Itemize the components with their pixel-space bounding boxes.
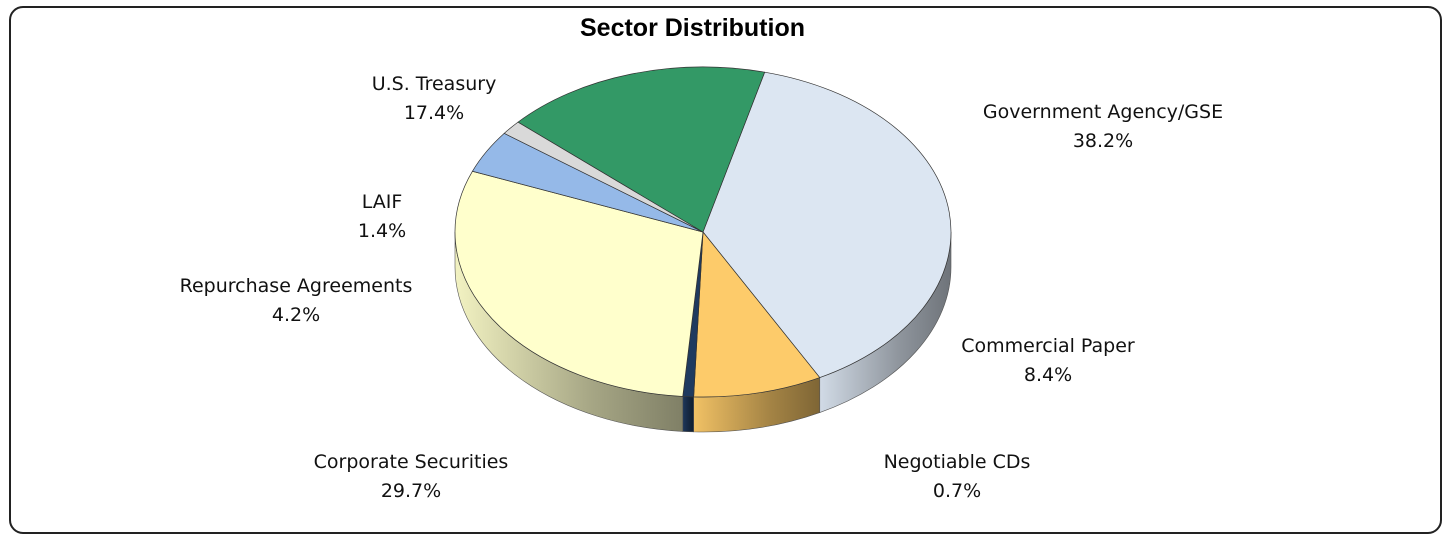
data-label-corporate-securities: Corporate Securities: [314, 451, 509, 473]
pie-slice-commercial-paper[interactable]: [693, 231, 821, 398]
data-label-negotiable-cds: Negotiable CDs: [884, 451, 1031, 473]
pie-slice-government-agency-gse[interactable]: [702, 71, 952, 378]
pie-slice-u-s-treasury[interactable]: [517, 66, 766, 233]
data-value-government-agency-gse: 38.2%: [1073, 130, 1133, 152]
data-label-u-s-treasury: U.S. Treasury: [372, 73, 497, 95]
data-value-commercial-paper: 8.4%: [1024, 364, 1072, 386]
data-label-government-agency-gse: Government Agency/GSE: [983, 101, 1223, 123]
data-label-laif: LAIF: [362, 191, 403, 213]
pie-slice-corporate-securities[interactable]: [454, 170, 704, 397]
chart-title: Sector Distribution: [579, 14, 805, 42]
data-value-laif: 1.4%: [358, 220, 406, 242]
data-label-repurchase-agreements: Repurchase Agreements: [180, 275, 413, 297]
data-value-repurchase-agreements: 4.2%: [272, 304, 320, 326]
data-value-negotiable-cds: 0.7%: [933, 480, 981, 502]
data-value-u-s-treasury: 17.4%: [404, 102, 464, 124]
data-label-commercial-paper: Commercial Paper: [961, 335, 1135, 357]
pie-side-shade-negotiable-cds: [682, 396, 694, 433]
data-value-corporate-securities: 29.7%: [381, 480, 441, 502]
